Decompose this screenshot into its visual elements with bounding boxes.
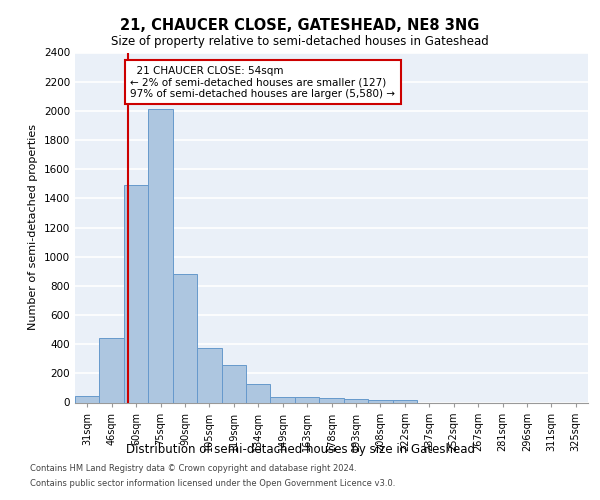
Y-axis label: Number of semi-detached properties: Number of semi-detached properties xyxy=(28,124,38,330)
Text: Contains HM Land Registry data © Crown copyright and database right 2024.: Contains HM Land Registry data © Crown c… xyxy=(30,464,356,473)
Bar xyxy=(295,396,319,402)
Text: Contains public sector information licensed under the Open Government Licence v3: Contains public sector information licen… xyxy=(30,479,395,488)
Bar xyxy=(319,398,344,402)
Bar xyxy=(221,366,246,403)
Bar xyxy=(392,400,417,402)
Text: Distribution of semi-detached houses by size in Gateshead: Distribution of semi-detached houses by … xyxy=(125,442,475,456)
Text: Size of property relative to semi-detached houses in Gateshead: Size of property relative to semi-detach… xyxy=(111,35,489,48)
Text: 21, CHAUCER CLOSE, GATESHEAD, NE8 3NG: 21, CHAUCER CLOSE, GATESHEAD, NE8 3NG xyxy=(121,18,479,32)
Bar xyxy=(246,384,271,402)
Bar xyxy=(75,396,100,402)
Bar xyxy=(368,400,392,402)
Bar xyxy=(344,399,368,402)
Bar xyxy=(173,274,197,402)
Bar xyxy=(100,338,124,402)
Bar xyxy=(271,396,295,402)
Bar xyxy=(148,110,173,403)
Bar xyxy=(197,348,221,403)
Text: 21 CHAUCER CLOSE: 54sqm
← 2% of semi-detached houses are smaller (127)
97% of se: 21 CHAUCER CLOSE: 54sqm ← 2% of semi-det… xyxy=(130,66,395,99)
Bar xyxy=(124,185,148,402)
